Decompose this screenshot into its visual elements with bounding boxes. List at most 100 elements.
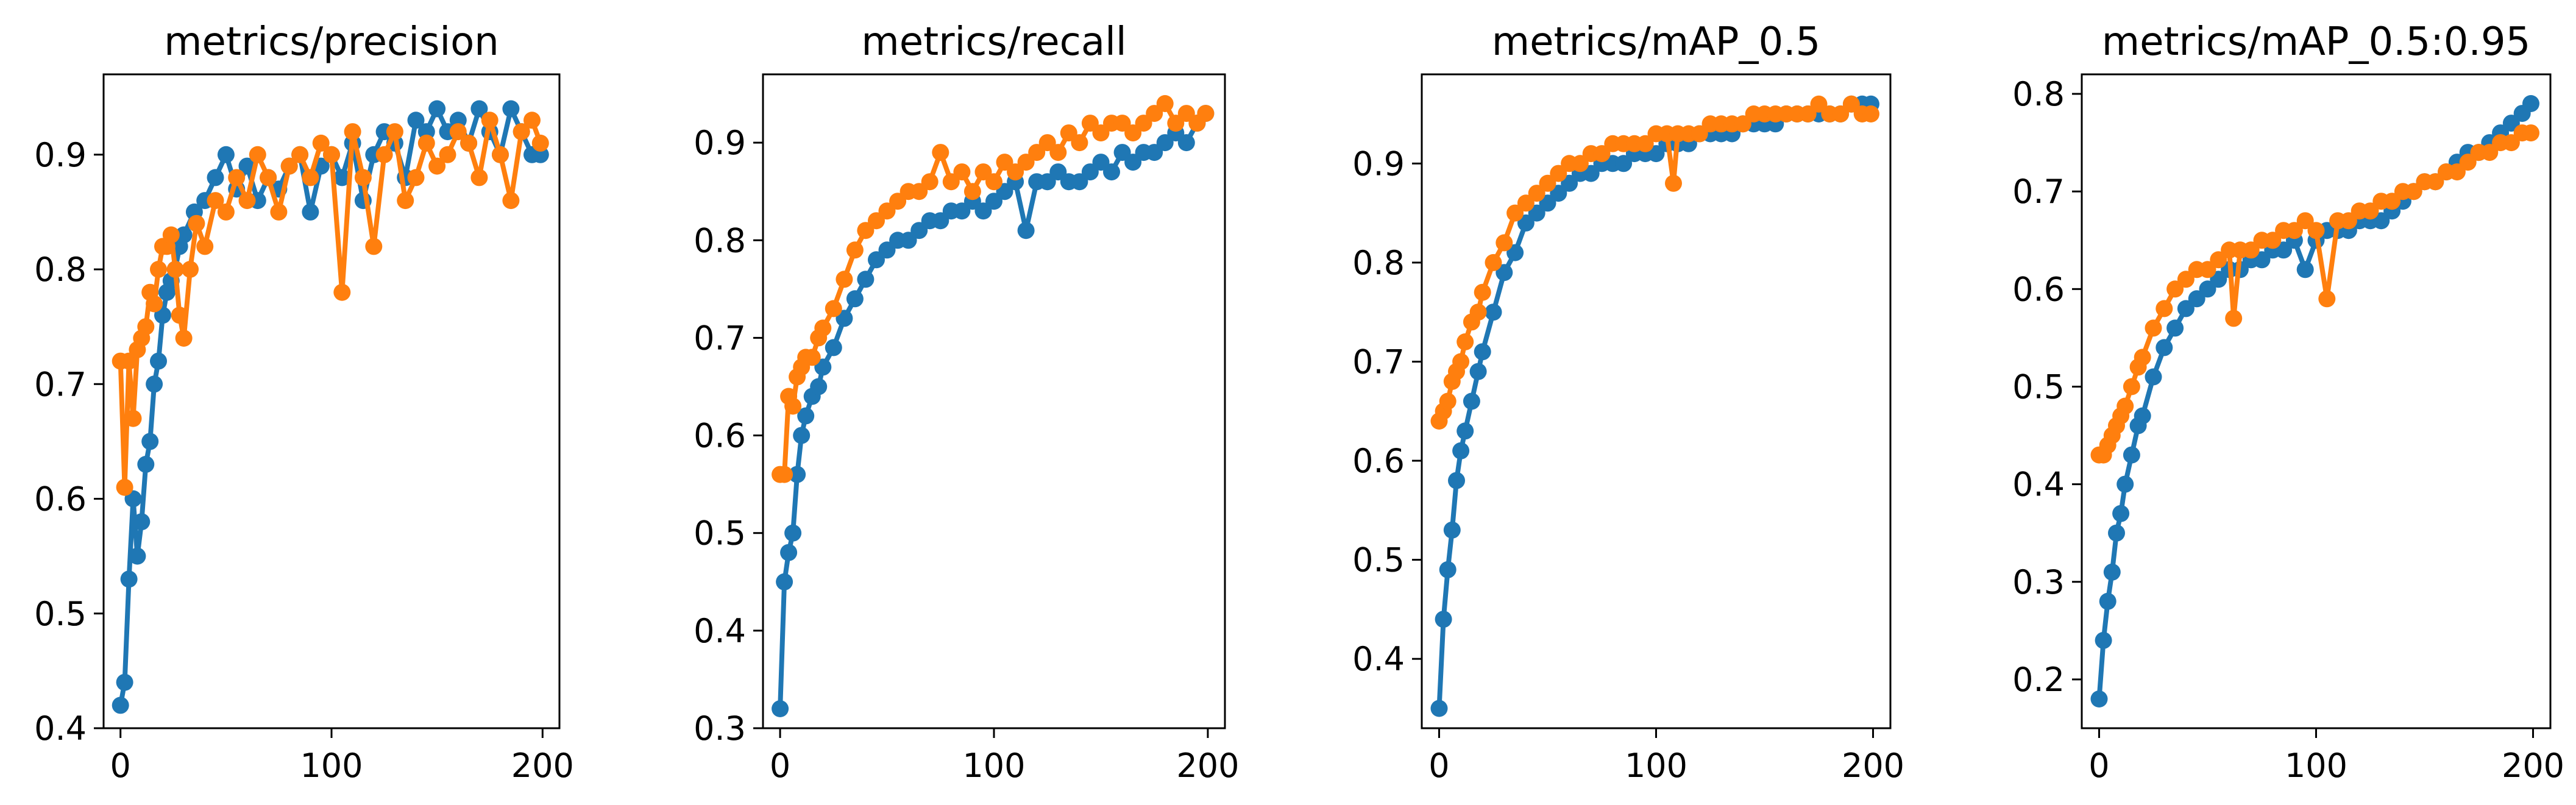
data-point-smooth [1810,95,1828,113]
data-point-smooth [470,169,488,186]
data-point-smooth [333,283,351,301]
y-tick-label: 0.4 [2012,466,2065,504]
data-point-results [133,513,151,531]
data-point-results [116,673,133,691]
data-point-smooth [1049,144,1067,161]
y-tick-label: 0.9 [1352,144,1405,183]
chart-title: metrics/recall [861,20,1126,65]
data-point-results [2103,563,2121,581]
chart-title: metrics/precision [164,20,499,65]
data-point-smooth [1452,353,1470,371]
x-tick-label: 200 [2502,746,2564,785]
data-point-results [1017,222,1035,239]
data-point-results [146,375,163,393]
y-tick-label: 0.9 [694,124,746,162]
data-point-smooth [513,123,530,141]
y-tick-label: 0.7 [34,365,87,403]
data-point-smooth [312,134,330,152]
data-point-results [2095,631,2112,649]
y-tick-label: 0.6 [694,417,746,455]
plot-frame [2081,73,2552,729]
data-point-smooth [803,349,821,366]
data-point-smooth [2502,134,2520,152]
data-point-smooth [270,203,288,221]
data-point-results [2253,251,2271,269]
data-point-smooth [2307,222,2325,239]
data-point-results [407,112,425,129]
y-tick-label: 0.2 [2012,661,2065,699]
data-point-smooth [1571,155,1589,172]
data-point-results [2134,407,2151,425]
data-point-smooth [2285,222,2303,239]
data-point-results [1469,363,1487,380]
data-point-smooth [188,215,205,232]
data-point-results [780,544,798,561]
data-point-results [1435,611,1452,628]
data-point-results [1528,204,1545,222]
data-point-results [793,427,811,444]
y-tick-label: 0.4 [1352,640,1405,678]
data-point-smooth [1474,283,1491,301]
data-point-results [2112,505,2130,522]
y-tick-label: 0.9 [34,136,87,174]
data-point-smooth [2156,300,2173,317]
data-point-results [141,433,159,450]
data-point-results [2296,261,2314,278]
data-point-results [217,146,235,163]
data-point-smooth [963,183,981,200]
y-tick-label: 0.4 [34,709,87,748]
y-tick-label: 0.5 [694,514,746,553]
data-point-smooth [1156,95,1174,112]
data-point-smooth [166,261,184,278]
data-point-smooth [302,169,319,186]
data-point-smooth [182,261,199,278]
data-point-smooth [217,203,235,221]
panel-map-0-5-0-95: metrics/mAP_0.5:0.95 0.2 0.3 0.4 0.5 0.6 0.7 0… [2012,20,2564,785]
y-tick-label: 0.6 [2012,270,2065,308]
data-point-results [120,570,138,588]
data-point-results [825,339,842,356]
data-point-results [302,203,319,221]
data-point-smooth [523,112,541,129]
data-point-smooth [124,410,142,427]
y-tick-label: 0.7 [1352,342,1405,381]
data-point-smooth [1517,194,1535,212]
data-point-results [784,524,802,542]
data-point-results [2188,290,2205,308]
data-point-smooth [417,134,435,152]
data-point-smooth [2296,212,2314,230]
data-point-smooth [175,330,193,347]
data-point-smooth [449,123,467,141]
data-point-smooth [2134,349,2151,366]
data-point-results [2177,300,2195,317]
data-point-results [1103,163,1120,181]
data-point-smooth [2177,271,2195,288]
data-point-smooth [1636,135,1654,152]
data-point-smooth [1457,333,1474,350]
data-point-smooth [260,169,277,186]
panel-recall: metrics/recall 0.3 0.4 0.5 0.6 0.7 0.8 0.9 0 100… [694,20,1239,785]
data-point-smooth [2264,232,2282,249]
data-point-results [2123,446,2140,464]
series-line-results [1436,101,1871,709]
x-tick-label: 100 [300,746,363,785]
data-point-results [772,700,789,717]
data-point-smooth [492,146,509,163]
x-tick-label: 100 [962,746,1025,785]
plot-frame [762,73,1226,729]
data-point-smooth [932,144,949,161]
data-point-smooth [116,478,133,496]
y-tick-label: 0.8 [1352,244,1405,282]
data-point-smooth [1485,254,1502,271]
data-point-results [1539,194,1556,212]
data-point-results [1463,392,1480,410]
data-point-results [333,169,351,186]
data-point-smooth [1665,174,1682,192]
data-point-results [2372,212,2390,230]
data-point-smooth [1528,185,1545,202]
data-point-smooth [2117,397,2134,415]
data-point-smooth [323,146,340,163]
data-point-results [2166,319,2184,337]
data-point-results [789,466,806,483]
data-point-smooth [386,123,403,141]
